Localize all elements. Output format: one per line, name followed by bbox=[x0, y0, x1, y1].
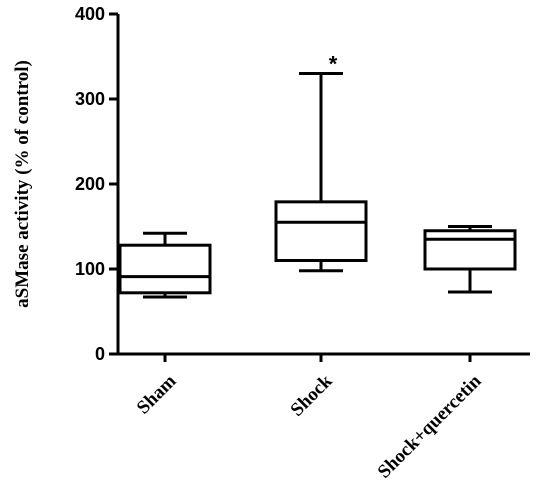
x-tick-label: Shock bbox=[287, 370, 337, 420]
iqr-box bbox=[274, 200, 368, 263]
box-shock-quercetin bbox=[423, 225, 517, 294]
box-shock: * bbox=[274, 52, 368, 273]
iqr-box bbox=[118, 243, 212, 295]
significance-annotation: * bbox=[329, 52, 338, 77]
y-tick-label: 200 bbox=[75, 174, 105, 194]
boxes: * bbox=[118, 52, 517, 299]
y-ticks: 0 100 200 300 400 bbox=[75, 4, 118, 364]
box-sham bbox=[118, 231, 212, 299]
y-axis-title: aSMase activity (% of control) bbox=[12, 60, 33, 308]
x-tick-label: Shock+quercetin bbox=[374, 370, 486, 482]
y-tick-label: 100 bbox=[75, 259, 105, 279]
y-tick-label: 400 bbox=[75, 4, 105, 24]
x-axis: Sham Shock Shock+quercetin bbox=[118, 352, 530, 483]
y-tick-label: 0 bbox=[95, 344, 105, 364]
x-ticks: Sham Shock Shock+quercetin bbox=[133, 354, 486, 483]
iqr-box bbox=[423, 229, 517, 271]
y-axis: 0 100 200 300 400 bbox=[75, 4, 120, 364]
y-tick-label: 300 bbox=[75, 89, 105, 109]
x-tick-label: Sham bbox=[133, 371, 181, 419]
